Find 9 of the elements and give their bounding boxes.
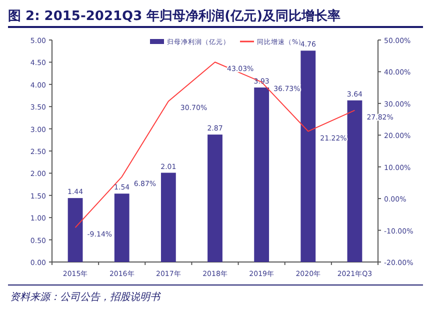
bar <box>254 88 270 262</box>
chart-title: 图 2: 2015-2021Q3 年归母净利润(亿元)及同比增长率 <box>8 8 341 24</box>
text: 资料来源：公司公告，招股说明书 <box>10 291 161 303</box>
bar <box>300 50 316 262</box>
bar <box>347 100 362 262</box>
bar <box>208 134 222 262</box>
bar <box>114 194 130 262</box>
bar <box>68 198 83 262</box>
bar <box>160 172 176 262</box>
